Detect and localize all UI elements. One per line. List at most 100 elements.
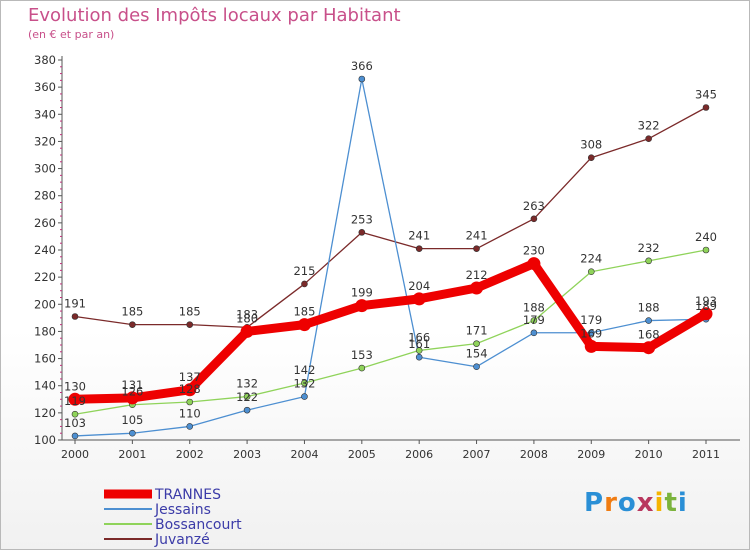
data-label-trannes: 230: [523, 244, 545, 258]
series-line-trannes: [70, 259, 711, 404]
data-point-bossancourt: [71, 410, 79, 418]
data-point-trannes: [68, 392, 82, 406]
data-point-juvanz-: [587, 154, 595, 162]
data-label-bossancourt: 128: [179, 382, 201, 396]
data-point-bossancourt: [186, 398, 194, 406]
data-point-bossancourt: [358, 364, 366, 372]
data-point-juvanz-: [473, 245, 480, 252]
data-point-bossancourt: [301, 379, 308, 387]
y-tick-label: 200: [34, 297, 56, 311]
legend-label-juvanz-: Juvanzé: [154, 532, 210, 548]
data-label-trannes: 180: [236, 311, 258, 325]
y-tick-label: 220: [34, 270, 56, 284]
x-tick-label: 2003: [233, 448, 261, 461]
logo-letter: t: [664, 488, 678, 518]
data-label-jessains: 103: [64, 416, 86, 430]
data-label-bossancourt: 232: [638, 241, 660, 255]
data-label-bossancourt: 153: [351, 348, 373, 362]
data-label-jessains: 105: [121, 413, 143, 427]
data-label-juvanz-: 185: [179, 305, 201, 319]
data-point-trannes: [125, 391, 139, 405]
x-tick-label: 2010: [635, 448, 663, 461]
data-label-bossancourt: 240: [695, 230, 717, 244]
data-label-bossancourt: 224: [580, 252, 602, 266]
data-point-juvanz-: [71, 313, 79, 320]
data-label-bossancourt: 142: [293, 363, 315, 377]
data-point-bossancourt: [415, 347, 423, 354]
y-tick-label: 340: [34, 107, 56, 121]
data-label-jessains: 132: [293, 377, 315, 391]
data-label-jessains: 179: [580, 313, 602, 327]
data-point-jessains: [358, 75, 366, 83]
data-point-jessains: [530, 329, 538, 337]
data-label-trannes: 204: [408, 279, 430, 293]
data-label-bossancourt: 132: [236, 377, 258, 391]
data-label-jessains: 122: [236, 390, 258, 404]
y-tick-label: 180: [34, 324, 56, 338]
data-label-trannes: 185: [293, 305, 315, 319]
series-line-jessains: [74, 78, 707, 437]
logo-letter: i: [677, 488, 688, 518]
y-tick-label: 260: [34, 216, 56, 230]
y-tick-label: 240: [34, 243, 56, 257]
data-point-jessains: [473, 363, 480, 371]
data-point-trannes: [240, 324, 254, 338]
y-tick-label: 100: [34, 433, 56, 447]
data-label-jessains: 366: [351, 59, 373, 73]
data-label-juvanz-: 191: [64, 297, 86, 311]
chart-title: Evolution des Impôts locaux par Habitant: [28, 5, 401, 26]
data-point-juvanz-: [358, 229, 366, 236]
data-point-jessains: [415, 353, 423, 361]
data-label-juvanz-: 185: [121, 305, 143, 319]
data-label-jessains: 110: [179, 406, 201, 420]
data-point-jessains: [186, 423, 194, 430]
data-point-bossancourt: [473, 340, 480, 347]
data-point-juvanz-: [129, 321, 136, 328]
data-label-trannes: 130: [64, 379, 86, 393]
data-point-juvanz-: [301, 280, 308, 288]
data-label-trannes: 199: [351, 286, 373, 300]
data-point-trannes: [699, 307, 713, 321]
data-label-bossancourt: 188: [523, 301, 545, 315]
data-label-juvanz-: 241: [466, 229, 488, 243]
x-tick-label: 2005: [348, 448, 376, 461]
x-tick-label: 2007: [463, 448, 491, 461]
y-tick-label: 300: [34, 162, 56, 176]
y-tick-label: 360: [34, 80, 56, 94]
data-label-juvanz-: 183: [236, 307, 258, 321]
data-point-jessains: [587, 329, 595, 337]
data-label-juvanz-: 263: [523, 199, 545, 213]
series-layer: [68, 75, 713, 440]
data-point-juvanz-: [702, 104, 710, 111]
data-labels: 191 185 185 183 215 253 241 241 263 308 322 345 103 1…: [64, 59, 717, 430]
y-tick-label: 320: [34, 134, 56, 148]
data-label-juvanz-: 308: [580, 138, 602, 152]
data-point-trannes: [355, 299, 369, 313]
data-point-jessains: [645, 317, 652, 324]
data-label-juvanz-: 253: [351, 212, 373, 226]
data-point-trannes: [470, 281, 484, 295]
data-point-bossancourt: [530, 317, 538, 324]
x-tick-label: 2009: [577, 448, 605, 461]
y-tick-label: 280: [34, 189, 56, 203]
logo-letter: i: [654, 488, 665, 518]
x-tick-label: 2002: [176, 448, 204, 461]
proxiti-logo: Proxiti: [584, 488, 688, 518]
data-label-jessains: 179: [523, 313, 545, 327]
data-label-bossancourt: 126: [121, 385, 143, 399]
y-tick-label: 160: [34, 352, 56, 366]
data-point-trannes: [642, 341, 656, 355]
data-label-juvanz-: 241: [408, 229, 430, 243]
axes: 100 120 140 160 180 200 220 240 260 280 300 320 340 3…: [34, 53, 740, 461]
data-label-jessains: 188: [638, 301, 660, 315]
y-tick-label: 140: [34, 379, 56, 393]
data-point-trannes: [412, 292, 426, 306]
data-label-trannes: 169: [580, 326, 602, 340]
data-point-jessains: [301, 393, 308, 400]
x-tick-label: 2006: [405, 448, 433, 461]
data-point-trannes: [584, 339, 598, 353]
legend-label-jessains: Jessains: [154, 502, 211, 518]
data-point-trannes: [527, 257, 541, 271]
